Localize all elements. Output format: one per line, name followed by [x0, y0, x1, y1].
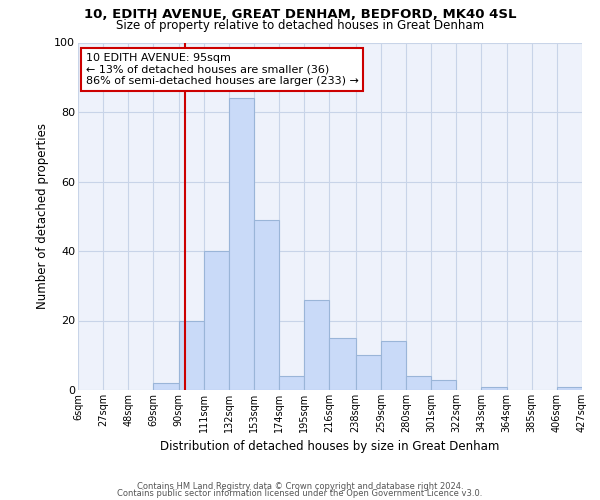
Text: Contains public sector information licensed under the Open Government Licence v3: Contains public sector information licen…: [118, 490, 482, 498]
Bar: [279, 376, 304, 390]
Bar: [431, 380, 456, 390]
Bar: [304, 300, 329, 390]
Bar: [229, 98, 254, 390]
Y-axis label: Number of detached properties: Number of detached properties: [35, 123, 49, 309]
Bar: [179, 320, 204, 390]
Bar: [481, 386, 506, 390]
Bar: [204, 251, 229, 390]
Bar: [329, 338, 356, 390]
Text: 10 EDITH AVENUE: 95sqm
← 13% of detached houses are smaller (36)
86% of semi-det: 10 EDITH AVENUE: 95sqm ← 13% of detached…: [86, 53, 358, 86]
X-axis label: Distribution of detached houses by size in Great Denham: Distribution of detached houses by size …: [160, 440, 500, 454]
Bar: [381, 342, 406, 390]
Bar: [557, 386, 582, 390]
Text: Contains HM Land Registry data © Crown copyright and database right 2024.: Contains HM Land Registry data © Crown c…: [137, 482, 463, 491]
Bar: [154, 383, 179, 390]
Bar: [406, 376, 431, 390]
Text: Size of property relative to detached houses in Great Denham: Size of property relative to detached ho…: [116, 18, 484, 32]
Text: 10, EDITH AVENUE, GREAT DENHAM, BEDFORD, MK40 4SL: 10, EDITH AVENUE, GREAT DENHAM, BEDFORD,…: [84, 8, 516, 20]
Bar: [356, 355, 381, 390]
Bar: [254, 220, 279, 390]
